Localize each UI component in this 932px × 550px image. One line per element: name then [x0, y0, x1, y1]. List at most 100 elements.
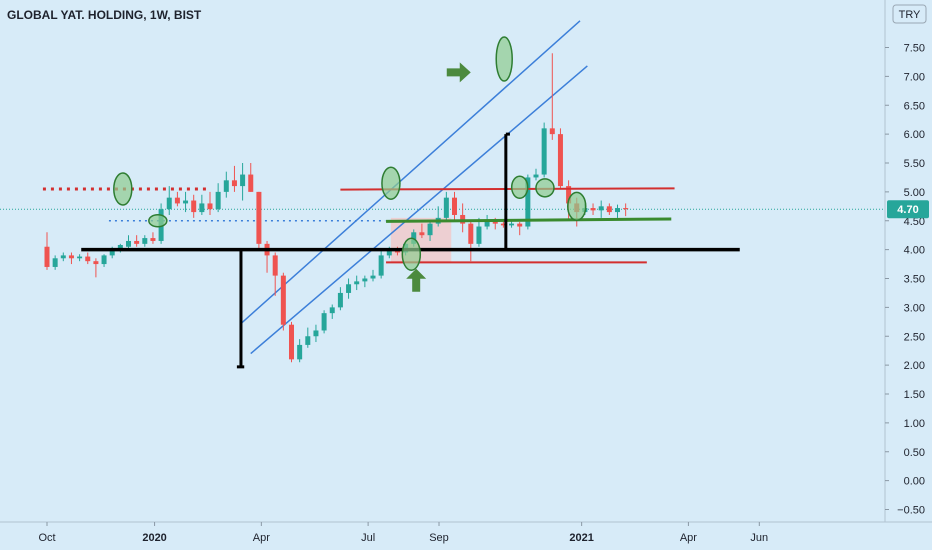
candle-body [386, 249, 392, 256]
candle-body [329, 307, 335, 314]
candle-body [517, 223, 523, 227]
candle-body [606, 206, 612, 213]
candle-body [321, 313, 327, 331]
last-price-label: 4.70 [897, 204, 918, 216]
price-tick-label: 0.00 [904, 476, 925, 488]
price-tick-label: −0.50 [897, 505, 925, 517]
price-tick-label: 0.50 [904, 447, 925, 459]
candle-body [549, 128, 555, 135]
time-tick-label: Oct [38, 532, 55, 544]
candle-body [378, 255, 384, 276]
candle-body [289, 324, 294, 360]
candle-body [93, 261, 99, 265]
highlight-box [390, 217, 452, 263]
candle-body [525, 177, 531, 227]
price-tick-label: 2.50 [904, 331, 925, 343]
candle-body [468, 223, 474, 244]
candle-body [117, 245, 123, 250]
candle-body [166, 197, 172, 210]
candle-body [313, 330, 319, 337]
candle-body [52, 258, 58, 267]
candle-body [101, 255, 107, 265]
price-tick-label: 4.00 [904, 245, 925, 257]
time-tick-label: 2020 [142, 532, 166, 544]
candle-body [354, 281, 360, 285]
candle-body [346, 284, 352, 293]
candle-body [183, 200, 189, 204]
candle-body [623, 208, 629, 210]
price-tick-label: 5.00 [904, 187, 925, 199]
candle-body [77, 256, 83, 259]
candle-body [297, 344, 303, 360]
last-price-badge [887, 200, 929, 219]
candle-body [215, 191, 221, 210]
highlight-ellipse [401, 237, 422, 271]
candle-body [590, 208, 596, 211]
candle-body [60, 255, 66, 259]
candle-body [566, 186, 572, 204]
candle-body [191, 200, 197, 213]
channel-upper-line [240, 20, 581, 325]
candle-body [85, 256, 91, 262]
candle-body [509, 223, 515, 226]
price-tick-label: 1.50 [904, 389, 925, 401]
candle-body [248, 174, 254, 192]
price-tick-label: 4.50 [904, 216, 925, 228]
highlight-ellipse [381, 166, 401, 200]
candle-body [231, 180, 237, 187]
chart-title: GLOBAL YAT. HOLDING, 1W, BIST [7, 8, 202, 22]
candle-body [419, 232, 425, 236]
time-tick-label: Jul [361, 532, 375, 544]
highlight-ellipse [495, 36, 513, 82]
candle-body [126, 240, 131, 247]
highlight-ellipse [535, 178, 555, 198]
candle-body [370, 275, 376, 279]
candle-body [174, 197, 180, 204]
price-tick-label: 6.50 [904, 100, 925, 112]
price-tick-label: 7.50 [904, 43, 925, 55]
highlight-ellipse [510, 175, 529, 200]
candle-body [533, 174, 539, 178]
candle-body [476, 226, 482, 244]
candle-body [557, 134, 563, 187]
time-tick-label: Apr [680, 532, 697, 544]
candle-body [615, 208, 620, 213]
candle-body [272, 255, 278, 276]
candle-body [207, 203, 213, 210]
candle-body [150, 238, 156, 241]
highlight-ellipse [148, 214, 168, 228]
candle-body [492, 220, 498, 224]
candle-body [199, 203, 205, 213]
candle-body [598, 206, 604, 211]
time-tick-label: Sep [429, 532, 449, 544]
candle-body [142, 238, 148, 244]
candle-body [443, 197, 449, 218]
green-support-line [386, 217, 672, 223]
highlight-ellipse [567, 191, 587, 222]
price-axis-area [885, 0, 932, 550]
candle-body [362, 278, 368, 282]
price-tick-label: 5.50 [904, 158, 925, 170]
candle-body [427, 223, 433, 236]
candle-body [484, 220, 490, 227]
candle-body [44, 246, 50, 267]
currency-label: TRY [899, 9, 921, 21]
channel-lower-line [250, 65, 588, 355]
candle-body [134, 240, 140, 244]
up-arrow-icon [406, 268, 427, 292]
candle-body [223, 180, 229, 192]
currency-badge [892, 4, 927, 24]
price-tick-label: 3.50 [904, 274, 925, 286]
candle-body [337, 292, 343, 308]
candle-body [109, 249, 115, 256]
candle-body [68, 255, 74, 259]
candle-body [500, 223, 506, 226]
price-tick-label: 1.00 [904, 418, 925, 430]
time-tick-label: Apr [253, 532, 270, 544]
candle-body [256, 191, 262, 244]
candle-body [541, 128, 547, 175]
price-tick-label: 6.00 [904, 129, 925, 141]
candle-body [240, 174, 246, 187]
